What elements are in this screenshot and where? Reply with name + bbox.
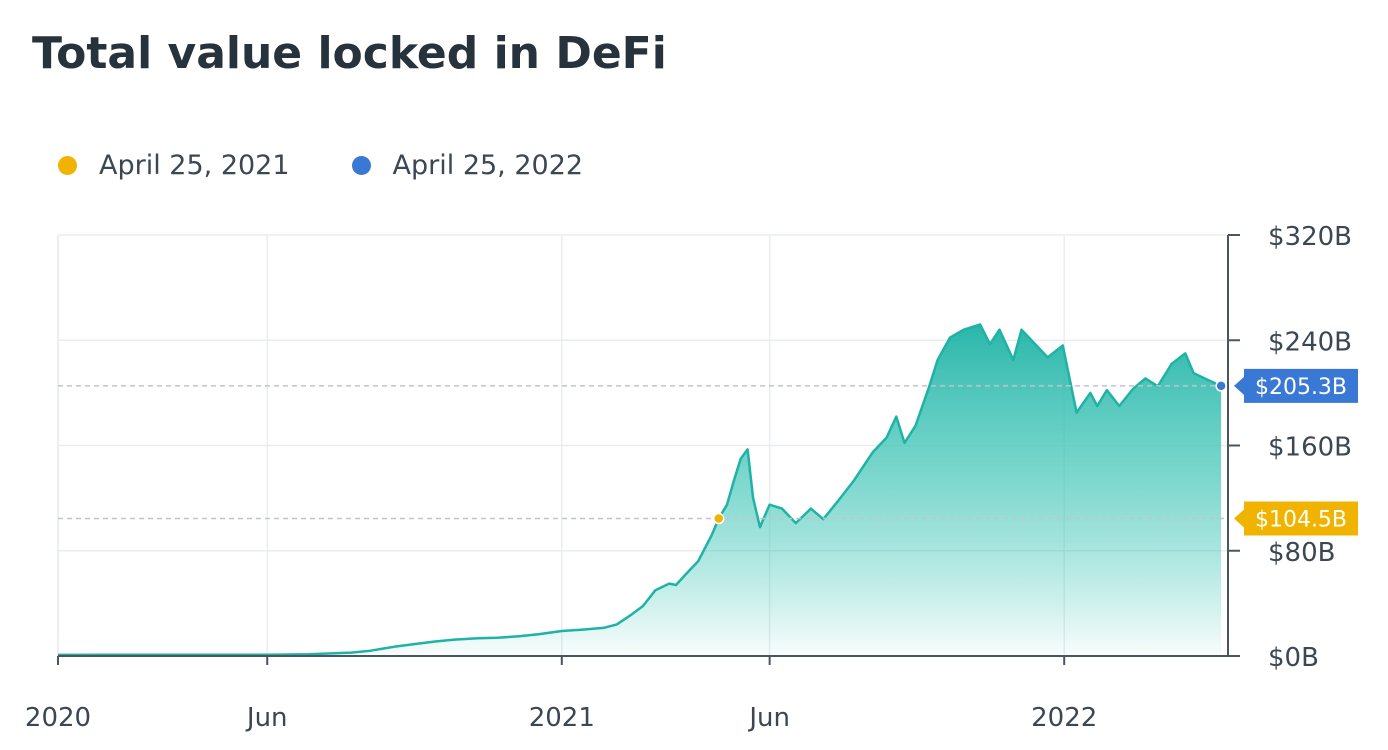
legend-dot-2021 xyxy=(58,156,77,175)
legend-label-2021: April 25, 2021 xyxy=(99,150,290,181)
tvl-line xyxy=(57,323,1222,657)
marker-value-badge xyxy=(1234,501,1358,536)
y-tick-label: $240B xyxy=(1268,327,1352,357)
legend-item-2022[interactable]: April 25, 2022 xyxy=(351,150,584,181)
markers: $104.5B $205.3B xyxy=(58,368,1358,536)
legend-label-2022: April 25, 2022 xyxy=(392,150,584,181)
x-tick-label: Jun xyxy=(245,703,288,733)
legend-dot-2022 xyxy=(351,156,371,175)
marker-value-label: $205.3B xyxy=(1255,375,1347,400)
x-tick-label: Jun xyxy=(747,703,790,733)
marker-point[interactable] xyxy=(712,512,725,525)
plot-area xyxy=(57,323,1222,657)
y-tick-label: $80B xyxy=(1268,538,1335,568)
x-tick-label: 2022 xyxy=(1031,703,1097,733)
marker-value-badge xyxy=(1234,368,1358,403)
y-tick-label: $320B xyxy=(1268,222,1352,252)
tvl-area xyxy=(58,324,1222,656)
x-tick-label: 2021 xyxy=(529,703,595,733)
marker-point[interactable] xyxy=(1215,380,1227,392)
x-tick-label: 2020 xyxy=(25,703,91,733)
chart-title: Total value locked in DeFi xyxy=(32,28,667,79)
y-tick-label: $0B xyxy=(1268,643,1319,673)
legend: April 25, 2021 April 25, 2022 xyxy=(58,150,583,181)
y-tick-label: $160B xyxy=(1268,433,1352,463)
legend-item-2021[interactable]: April 25, 2021 xyxy=(58,150,290,181)
axes: $0B $80B $160B $240B $320B 2020 Jun 2021 Jun 2022 xyxy=(25,222,1352,733)
marker-value-label: $104.5B xyxy=(1255,508,1347,533)
